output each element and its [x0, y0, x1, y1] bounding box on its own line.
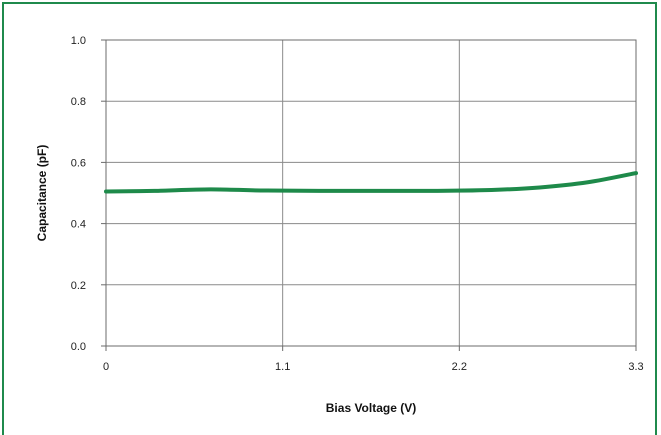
y-tick-label: 0.2: [71, 280, 86, 292]
y-tick-label: 0.4: [71, 219, 86, 231]
x-tick-label: 2.2: [452, 361, 467, 373]
y-axis-title: Capacitance (pF): [35, 145, 49, 242]
x-tick-label: 3.3: [628, 361, 643, 373]
x-tick-label: 0: [103, 361, 109, 373]
x-tick-label: 1.1: [275, 361, 290, 373]
series-line: [104, 171, 638, 194]
y-tick-label: 0.0: [71, 341, 86, 353]
grid-lines: [101, 39, 637, 351]
y-tick-label: 0.6: [71, 157, 86, 169]
x-axis-title: Bias Voltage (V): [326, 401, 416, 415]
y-tick-label: 0.8: [71, 96, 86, 108]
y-tick-label: 1.0: [71, 35, 86, 47]
series-group: [104, 171, 638, 194]
x-tick-labels: 0 1.1 2.2 3.3: [103, 361, 644, 373]
plot-area: [105, 39, 637, 347]
y-tick-labels: 0.0 0.2 0.4 0.6 0.8 1.0: [71, 35, 86, 353]
